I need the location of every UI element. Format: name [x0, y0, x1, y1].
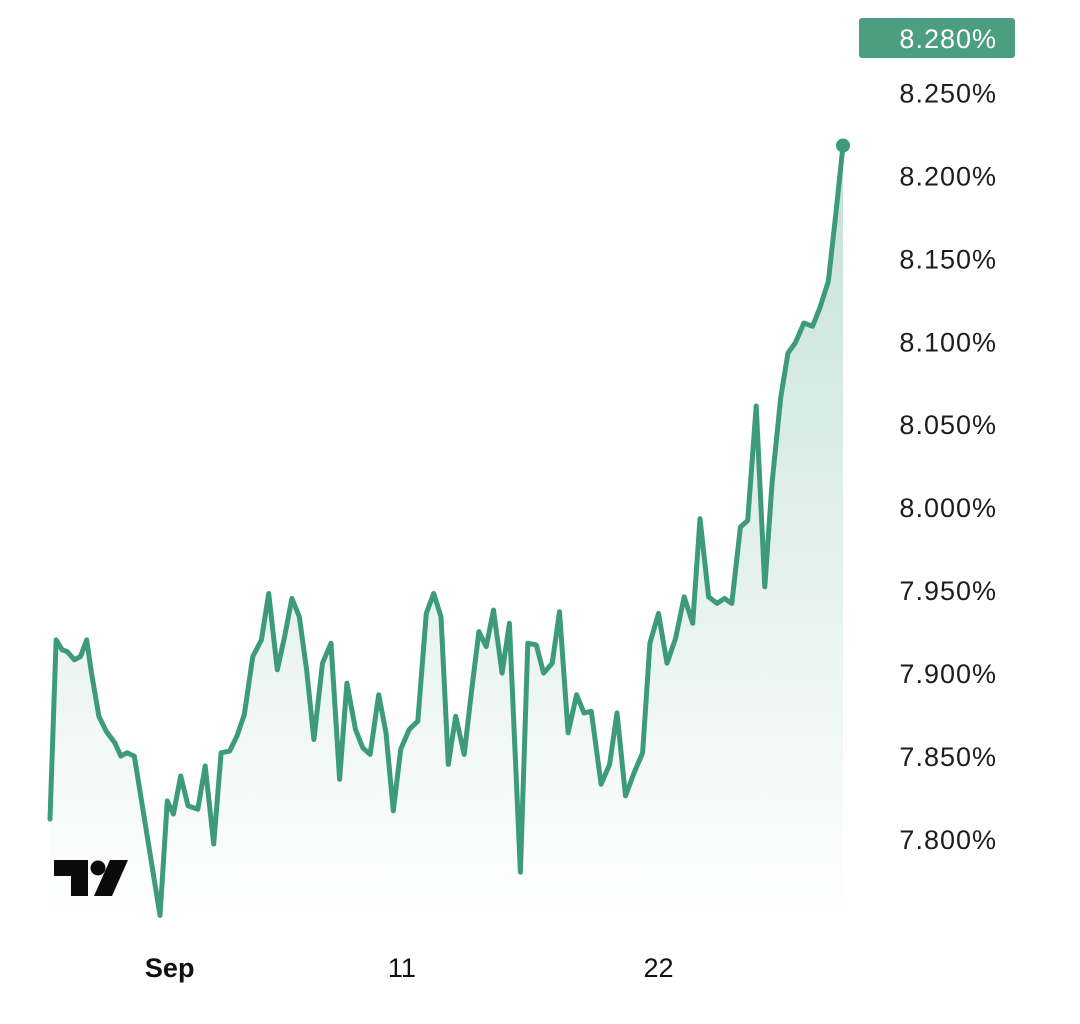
y-tick-label: 7.900% [899, 659, 997, 689]
series-line-layer [47, 138, 850, 918]
last-value-label-text: 8.280% [899, 24, 997, 54]
y-tick-label: 8.250% [899, 78, 997, 108]
tradingview-logo-dot [90, 860, 106, 876]
x-tick-label: Sep [145, 953, 195, 983]
y-axis: 8.250% 8.200% 8.150% 8.100% 8.050% 8.000% 7.95… [899, 78, 997, 855]
series-line [47, 143, 846, 918]
tradingview-logo-slash [94, 860, 128, 896]
tradingview-logo [54, 860, 128, 896]
tradingview-logo-bar [54, 860, 88, 896]
y-tick-label: 8.150% [899, 244, 997, 274]
y-tick-label: 8.050% [899, 410, 997, 440]
x-tick-label: 11 [388, 953, 416, 983]
x-axis: Sep 11 22 [145, 953, 674, 983]
y-tick-label: 8.000% [899, 493, 997, 523]
last-value-label-background [859, 18, 1015, 58]
x-tick-label: 22 [643, 953, 673, 983]
y-tick-label: 7.950% [899, 576, 997, 606]
y-tick-label: 8.100% [899, 327, 997, 357]
y-tick-label: 8.200% [899, 161, 997, 191]
last-point-marker [836, 138, 850, 153]
y-tick-label: 7.800% [899, 825, 997, 855]
last-value-label: 8.280% [859, 18, 1015, 58]
y-tick-label: 7.850% [899, 742, 997, 772]
